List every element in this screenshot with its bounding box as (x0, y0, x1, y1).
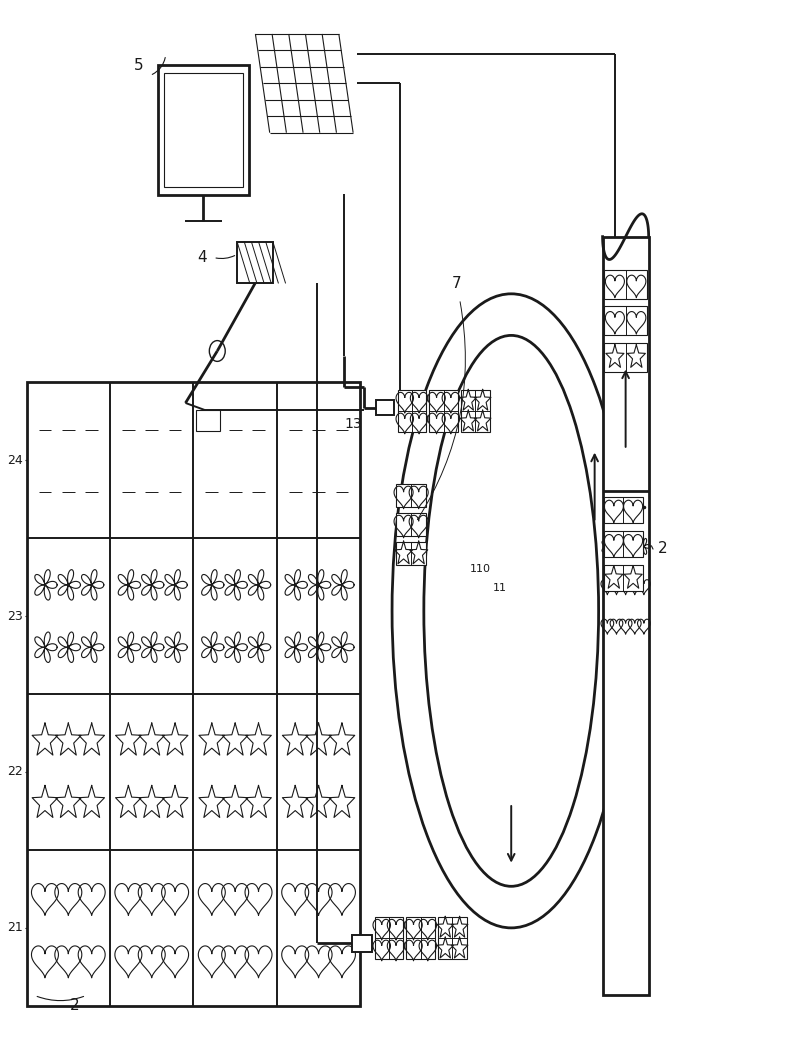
Text: 5: 5 (134, 57, 143, 73)
Bar (396, 513, 426, 536)
Text: 21: 21 (6, 922, 22, 934)
Bar (374, 918, 403, 959)
Text: 11: 11 (493, 583, 507, 593)
Bar (604, 496, 642, 522)
Bar (164, 73, 242, 187)
Bar (196, 411, 220, 431)
Bar (438, 918, 466, 959)
Bar (602, 236, 649, 996)
Bar (237, 241, 273, 283)
Bar (461, 391, 490, 432)
Bar (398, 391, 426, 432)
Bar (604, 270, 647, 299)
Text: 13: 13 (344, 417, 362, 431)
Bar (158, 65, 249, 195)
Bar (430, 391, 458, 432)
Bar (26, 382, 360, 1006)
Bar (396, 484, 426, 507)
Bar (376, 400, 394, 416)
Text: 110: 110 (470, 564, 491, 575)
Text: 2: 2 (70, 998, 80, 1014)
Bar (604, 565, 642, 591)
Bar (352, 935, 372, 952)
Bar (604, 306, 647, 335)
Bar (604, 531, 642, 557)
Text: 2: 2 (658, 541, 668, 556)
Text: 22: 22 (6, 766, 22, 779)
Text: 23: 23 (6, 609, 22, 623)
Bar (396, 542, 426, 565)
Bar (604, 343, 647, 372)
Text: 4: 4 (198, 250, 207, 265)
Text: 24: 24 (6, 454, 22, 467)
Text: 7: 7 (452, 276, 462, 291)
Bar (406, 918, 435, 959)
